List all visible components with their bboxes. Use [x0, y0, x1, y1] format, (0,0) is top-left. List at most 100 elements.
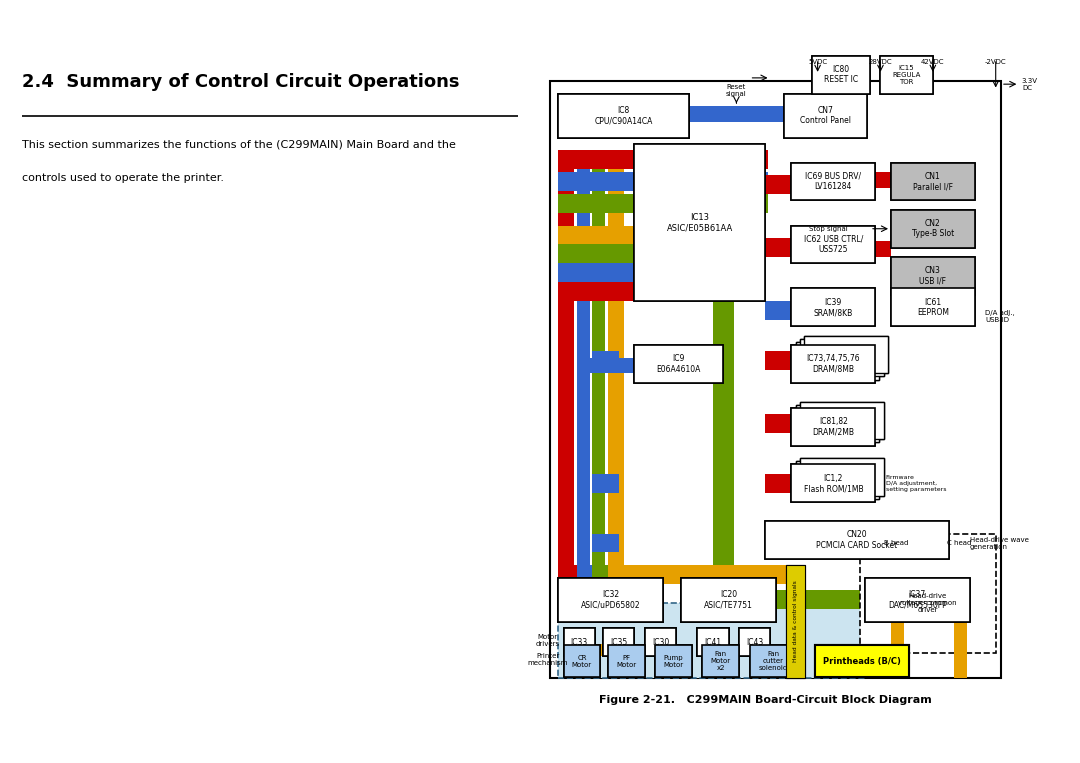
Bar: [766, 351, 792, 370]
Bar: [796, 462, 879, 499]
Text: IC33: IC33: [570, 638, 588, 646]
Text: IC1,2
Flash ROM/1MB: IC1,2 Flash ROM/1MB: [804, 474, 863, 493]
Bar: [698, 628, 729, 656]
Bar: [558, 578, 663, 622]
Bar: [558, 94, 689, 137]
Text: IC41: IC41: [704, 638, 721, 646]
Text: IC13
ASIC/E05B61AA: IC13 ASIC/E05B61AA: [666, 213, 733, 232]
Text: Fan
cutter
solenoid: Fan cutter solenoid: [758, 651, 787, 671]
Bar: [707, 656, 718, 678]
Text: controls used to operate the printer.: controls used to operate the printer.: [22, 173, 224, 183]
Bar: [800, 339, 883, 376]
Text: Fan
Motor
x2: Fan Motor x2: [711, 651, 731, 671]
Bar: [792, 465, 875, 502]
Bar: [891, 163, 975, 201]
Text: -2VDC: -2VDC: [985, 60, 1007, 65]
Bar: [645, 628, 676, 656]
Bar: [603, 628, 634, 656]
Text: IC35: IC35: [610, 638, 627, 646]
Bar: [739, 628, 770, 656]
Text: IC81,82
DRAM/2MB: IC81,82 DRAM/2MB: [812, 417, 854, 436]
Bar: [564, 628, 595, 656]
Text: IC32
ASIC/uPD65802: IC32 ASIC/uPD65802: [581, 590, 640, 610]
Bar: [551, 81, 1001, 678]
Text: IC37
DAC/M65530FP: IC37 DAC/M65530FP: [888, 590, 946, 610]
Bar: [750, 645, 797, 677]
Bar: [681, 578, 775, 622]
Bar: [645, 628, 676, 656]
Bar: [564, 643, 637, 656]
Bar: [786, 565, 805, 678]
Bar: [800, 339, 883, 376]
Text: CN1
Parallel I/F: CN1 Parallel I/F: [913, 172, 953, 192]
Bar: [792, 226, 875, 263]
Bar: [766, 474, 792, 493]
Bar: [592, 565, 713, 584]
Text: CN3
USB I/F: CN3 USB I/F: [919, 266, 946, 285]
Text: IC30: IC30: [652, 638, 670, 646]
Text: IC20
ASIC/TE7751: IC20 ASIC/TE7751: [704, 590, 753, 610]
Text: IC39
SRAM/8KB: IC39 SRAM/8KB: [813, 298, 853, 317]
Text: 5VDC: 5VDC: [808, 60, 827, 65]
Text: EPSON Stylus Pro 7000: EPSON Stylus Pro 7000: [13, 14, 166, 28]
Bar: [739, 628, 770, 656]
Text: IC8
CPU/C90A14CA: IC8 CPU/C90A14CA: [595, 106, 653, 125]
Bar: [796, 404, 879, 443]
Text: IC61
EEPROM: IC61 EEPROM: [917, 298, 949, 317]
Text: CR
Motor: CR Motor: [571, 655, 592, 668]
Bar: [698, 628, 729, 656]
Bar: [681, 578, 775, 622]
Bar: [812, 56, 870, 94]
Text: IC80
RESET IC: IC80 RESET IC: [824, 65, 859, 85]
Bar: [603, 628, 634, 656]
Text: IC20
ASIC/TE7751: IC20 ASIC/TE7751: [704, 590, 753, 610]
Bar: [796, 462, 879, 499]
Bar: [564, 645, 600, 677]
Bar: [766, 521, 948, 559]
Bar: [656, 656, 665, 678]
Bar: [634, 144, 766, 301]
Text: IC41: IC41: [704, 638, 721, 646]
Bar: [804, 336, 888, 373]
Text: Reset
signal: Reset signal: [726, 84, 746, 97]
Bar: [800, 401, 883, 439]
Bar: [865, 578, 970, 622]
Bar: [681, 578, 775, 622]
Bar: [796, 342, 879, 379]
Bar: [702, 645, 739, 677]
Bar: [766, 521, 948, 559]
Bar: [564, 645, 600, 677]
Bar: [645, 628, 676, 656]
Text: IC35: IC35: [610, 638, 627, 646]
Bar: [891, 257, 975, 295]
Text: 3.3V
DC: 3.3V DC: [1022, 78, 1038, 91]
Bar: [865, 578, 970, 622]
Bar: [796, 342, 879, 379]
Bar: [558, 194, 768, 213]
Text: CN2
Type-B Slot: CN2 Type-B Slot: [912, 219, 954, 238]
Bar: [792, 163, 875, 201]
Text: IC32
ASIC/uPD65802: IC32 ASIC/uPD65802: [581, 590, 640, 610]
Bar: [792, 163, 875, 201]
Text: CN3
USB I/F: CN3 USB I/F: [919, 266, 946, 285]
Bar: [792, 345, 875, 383]
Text: Pump
Motor: Pump Motor: [663, 655, 684, 668]
Bar: [608, 565, 786, 584]
Text: IC37
DAC/M65530FP: IC37 DAC/M65530FP: [888, 590, 946, 610]
Bar: [564, 628, 595, 656]
Text: IC35: IC35: [610, 638, 627, 646]
Bar: [739, 628, 770, 656]
Text: 28VDC: 28VDC: [868, 60, 892, 65]
Text: IC80
RESET IC: IC80 RESET IC: [824, 65, 859, 85]
Bar: [558, 226, 637, 244]
Bar: [891, 210, 975, 247]
Bar: [792, 288, 875, 326]
Text: Firmware
D/A adjustment,
setting parameters: Firmware D/A adjustment, setting paramet…: [886, 475, 946, 491]
Text: Motor
drivers: Motor drivers: [536, 634, 559, 647]
Bar: [815, 645, 909, 677]
Text: IC69 BUS DRV/
LV161284: IC69 BUS DRV/ LV161284: [806, 172, 862, 192]
Text: IC81,82
DRAM/2MB: IC81,82 DRAM/2MB: [812, 417, 854, 436]
Text: Pump
Motor: Pump Motor: [663, 655, 684, 668]
Bar: [634, 345, 724, 383]
Bar: [775, 590, 865, 609]
